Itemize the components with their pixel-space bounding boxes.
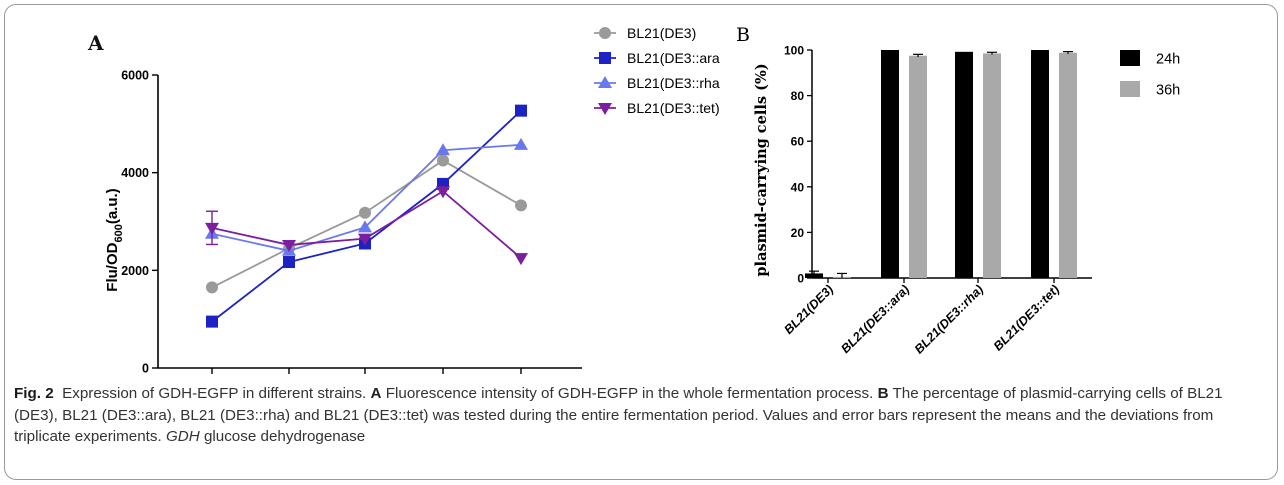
legend-marker bbox=[598, 103, 612, 115]
y-tick-label: 80 bbox=[791, 89, 805, 103]
data-point bbox=[436, 143, 450, 156]
x-tick-label: BL21(DE3::rha) bbox=[912, 282, 986, 356]
figure-caption: Fig. 2 Expression of GDH-EGFP in differe… bbox=[14, 383, 1270, 448]
data-point bbox=[359, 206, 371, 219]
data-point bbox=[436, 186, 450, 199]
legend-swatch bbox=[1120, 81, 1140, 97]
y-tick-label: 0 bbox=[797, 272, 804, 286]
caption-fig-label: Fig. 2 bbox=[14, 385, 54, 402]
data-point bbox=[358, 233, 372, 246]
data-point bbox=[514, 253, 528, 266]
bar bbox=[983, 53, 1001, 278]
legend-marker bbox=[599, 27, 611, 39]
chart-a: A02000400060006h12h18h24h36hFlu/OD600(a.… bbox=[87, 25, 720, 376]
caption-part-a-label: A bbox=[370, 385, 382, 402]
caption-part-b-text: The percentage of plasmid-carrying cells… bbox=[14, 385, 1223, 445]
data-point bbox=[283, 256, 295, 269]
y-tick-label: 2000 bbox=[121, 264, 149, 278]
data-point bbox=[206, 281, 218, 294]
data-point bbox=[358, 220, 372, 233]
bar bbox=[1059, 52, 1077, 279]
legend-marker bbox=[598, 76, 612, 88]
legend-label: BL21(DE3::ara) bbox=[627, 50, 720, 66]
y-tick-label: 100 bbox=[784, 44, 804, 58]
bar bbox=[955, 51, 973, 278]
caption-abbrev-term: GDH bbox=[165, 428, 200, 445]
y-axis-label: plasmid-carrying cells (%) bbox=[753, 63, 770, 276]
y-axis-label-sub: 600 bbox=[113, 224, 125, 242]
caption-part-a-text: Fluorescence intensity of GDH-EGFP in th… bbox=[385, 385, 874, 402]
y-axis-label-main: Flu/OD bbox=[104, 242, 121, 291]
caption-part-b-label: B bbox=[877, 385, 889, 402]
y-axis-label-unit: (a.u.) bbox=[104, 188, 121, 224]
y-tick-label: 20 bbox=[791, 226, 805, 240]
legend-label: BL21(DE3::tet) bbox=[627, 100, 720, 116]
caption-abbrev-def: glucose dehydrogenase bbox=[203, 428, 366, 445]
data-point bbox=[514, 137, 528, 150]
bar bbox=[1031, 50, 1049, 278]
y-tick-label: 40 bbox=[791, 180, 805, 194]
legend-marker bbox=[599, 52, 611, 64]
data-point bbox=[282, 239, 296, 252]
y-axis-label: Flu/OD600(a.u.) bbox=[104, 188, 125, 291]
bar bbox=[909, 55, 927, 279]
legend-label: 36h bbox=[1156, 83, 1180, 99]
y-tick-label: 0 bbox=[142, 362, 149, 376]
x-tick-label: BL21(DE3::tet) bbox=[991, 282, 1062, 353]
panel-b-label: B bbox=[736, 24, 750, 46]
legend-label: BL21(DE3) bbox=[627, 25, 696, 41]
chart-b: B 0 20 40 60 80 100 plasmid-carrying cells (%) B… bbox=[736, 24, 1180, 356]
legend-label: 24h bbox=[1156, 52, 1180, 68]
y-tick-label: 60 bbox=[791, 135, 805, 149]
x-tick-label: BL21(DE3) bbox=[782, 282, 837, 337]
y-tick-label: 4000 bbox=[121, 166, 149, 180]
panel-a-label: A bbox=[87, 31, 104, 55]
legend-swatch bbox=[1120, 50, 1140, 66]
bar bbox=[881, 50, 899, 278]
series-group bbox=[205, 186, 528, 266]
data-point bbox=[206, 315, 218, 328]
data-point bbox=[515, 104, 527, 117]
legend-label: BL21(DE3::rha) bbox=[627, 75, 720, 91]
data-point bbox=[437, 154, 449, 167]
data-point bbox=[515, 199, 527, 212]
y-tick-label: 6000 bbox=[121, 69, 149, 83]
data-point bbox=[205, 222, 219, 235]
caption-title: Expression of GDH-EGFP in different stra… bbox=[62, 385, 367, 402]
x-tick-label: BL21(DE3::ara) bbox=[838, 282, 912, 356]
